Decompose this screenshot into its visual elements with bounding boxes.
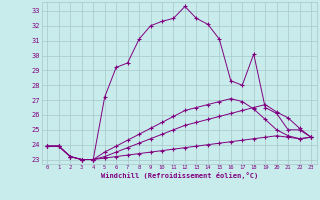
X-axis label: Windchill (Refroidissement éolien,°C): Windchill (Refroidissement éolien,°C) [100,172,258,179]
